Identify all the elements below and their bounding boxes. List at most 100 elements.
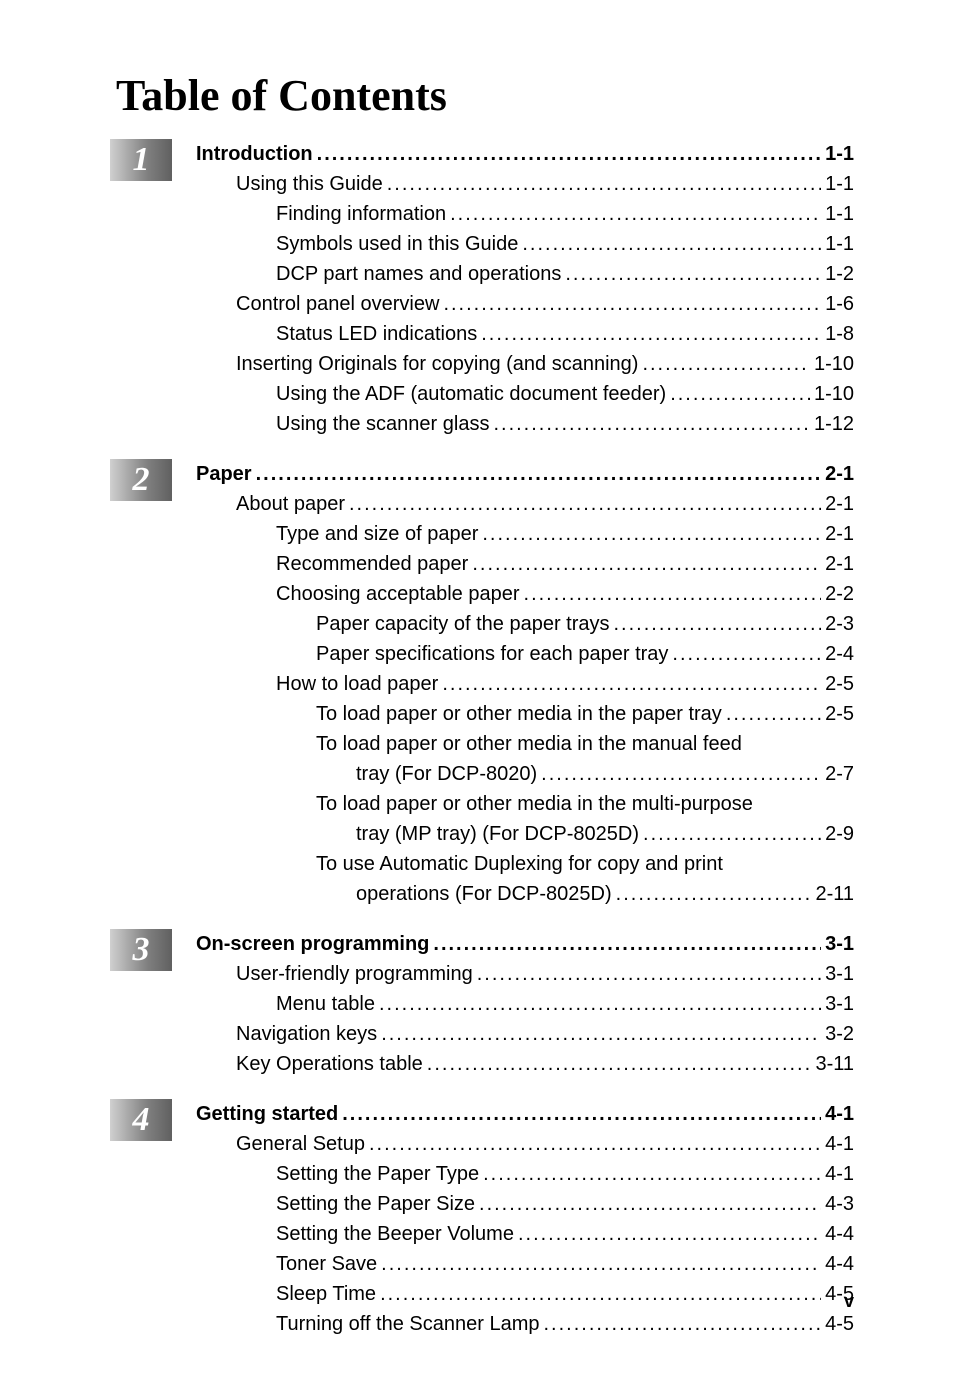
toc-page-number: 2-4 [825,639,854,669]
chapters-container: 1Introduction1-1Using this Guide1-1Findi… [100,139,854,1339]
toc-line: To load paper or other media in the mult… [196,789,854,819]
toc-page-number: 2-1 [825,519,854,549]
toc-page-number: 4-1 [825,1129,854,1159]
toc-leader-dots [541,759,821,789]
toc-leader-dots [544,1309,822,1339]
toc-line: Control panel overview1-6 [196,289,854,319]
page-title: Table of Contents [116,70,854,121]
toc-entry-text: tray (For DCP-8020) [356,759,537,789]
toc-line: Recommended paper2-1 [196,549,854,579]
toc-line: Toner Save 4-4 [196,1249,854,1279]
toc-leader-dots [483,1159,821,1189]
toc-leader-dots [477,959,821,989]
toc-entry-text: Navigation keys [236,1019,377,1049]
toc-line: To use Automatic Duplexing for copy and … [196,849,854,879]
toc-page-number: 1-1 [825,139,854,169]
toc-entry-text: Status LED indications [276,319,477,349]
toc-leader-dots [387,169,821,199]
toc-page-number: 2-5 [825,699,854,729]
toc-page-number: 1-2 [825,259,854,289]
toc-line: Setting the Beeper Volume 4-4 [196,1219,854,1249]
toc-page-number: 2-3 [825,609,854,639]
toc-page-number: 2-5 [825,669,854,699]
toc-entry-text: Choosing acceptable paper [276,579,520,609]
toc-entry-text: tray (MP tray) (For DCP-8025D) [356,819,639,849]
toc-line: Setting the Paper Size4-3 [196,1189,854,1219]
toc-page-number: 3-1 [825,959,854,989]
toc-line: Paper capacity of the paper trays2-3 [196,609,854,639]
toc-line: Using this Guide 1-1 [196,169,854,199]
toc-line: Setting the Paper Type4-1 [196,1159,854,1189]
toc-line: Paper specifications for each paper tray… [196,639,854,669]
page-footer: v [844,1291,854,1312]
toc-leader-dots [479,1189,821,1219]
toc-leader-dots [518,1219,821,1249]
toc-entry-text: Recommended paper [276,549,468,579]
toc-entry-text: Setting the Beeper Volume [276,1219,514,1249]
toc-page-number: 4-3 [825,1189,854,1219]
toc-leader-dots [482,519,821,549]
toc-page-number: 1-10 [814,379,854,409]
toc-page-number: 2-1 [825,459,854,489]
chapter-block: 3On-screen programming3-1User-friendly p… [100,929,854,1079]
toc-leader-dots [317,139,821,169]
toc-entry-text: Key Operations table [236,1049,423,1079]
toc-leader-dots [442,669,821,699]
toc-entry-text: How to load paper [276,669,438,699]
toc-line: How to load paper 2-5 [196,669,854,699]
toc-leader-dots [380,1279,821,1309]
toc-page-number: 2-7 [825,759,854,789]
chapter-number: 2 [110,459,172,501]
toc-line: About paper2-1 [196,489,854,519]
toc-line: Type and size of paper2-1 [196,519,854,549]
toc-entry-text: Introduction [196,139,313,169]
toc-page-number: 4-4 [825,1219,854,1249]
toc-line: To load paper or other media in the manu… [196,729,854,759]
toc-leader-dots [472,549,821,579]
toc-leader-dots [256,459,822,489]
toc-line: Menu table3-1 [196,989,854,1019]
toc-leader-dots [672,639,821,669]
toc-entry-text: Symbols used in this Guide [276,229,518,259]
toc-entry-text: Toner Save [276,1249,377,1279]
toc-line: Turning off the Scanner Lamp4-5 [196,1309,854,1339]
toc-line: tray (MP tray) (For DCP-8025D) 2-9 [196,819,854,849]
toc-line: Key Operations table3-11 [196,1049,854,1079]
toc-page-number: 4-1 [825,1099,854,1129]
toc-page-number: 4-5 [825,1309,854,1339]
toc-content: Paper 2-1About paper2-1Type and size of p… [196,459,854,909]
toc-line: DCP part names and operations 1-2 [196,259,854,289]
toc-page-number: 1-1 [825,169,854,199]
toc-line: On-screen programming3-1 [196,929,854,959]
toc-page-number: 1-10 [814,349,854,379]
toc-content: On-screen programming3-1User-friendly pr… [196,929,854,1079]
toc-leader-dots [349,489,821,519]
toc-line: Using the scanner glass1-12 [196,409,854,439]
toc-line: Status LED indications 1-8 [196,319,854,349]
toc-line: To load paper or other media in the pape… [196,699,854,729]
toc-page-number: 4-4 [825,1249,854,1279]
toc-page-number: 3-1 [825,929,854,959]
toc-leader-dots [524,579,822,609]
toc-page-number: 1-6 [825,289,854,319]
toc-entry-text: Inserting Originals for copying (and sca… [236,349,638,379]
toc-entry-text: Using this Guide [236,169,383,199]
toc-entry-text: Paper [196,459,252,489]
toc-leader-dots [379,989,821,1019]
chapter-block: 1Introduction1-1Using this Guide1-1Findi… [100,139,854,439]
toc-line: Navigation keys3-2 [196,1019,854,1049]
chapter-number: 4 [110,1099,172,1141]
toc-line: Using the ADF (automatic document feeder… [196,379,854,409]
toc-page-number: 1-8 [825,319,854,349]
toc-entry-text: To use Automatic Duplexing for copy and … [316,849,723,879]
toc-page-number: 2-9 [825,819,854,849]
toc-line: User-friendly programming 3-1 [196,959,854,989]
toc-leader-dots [342,1099,821,1129]
toc-line: Introduction 1-1 [196,139,854,169]
toc-entry-text: Menu table [276,989,375,1019]
toc-entry-text: User-friendly programming [236,959,473,989]
chapter-block: 2 Paper 2-1About paper2-1Type and size of … [100,459,854,909]
toc-entry-text: DCP part names and operations [276,259,561,289]
toc-leader-dots [616,879,812,909]
toc-content: Introduction1-1Using this Guide1-1Findin… [196,139,854,439]
